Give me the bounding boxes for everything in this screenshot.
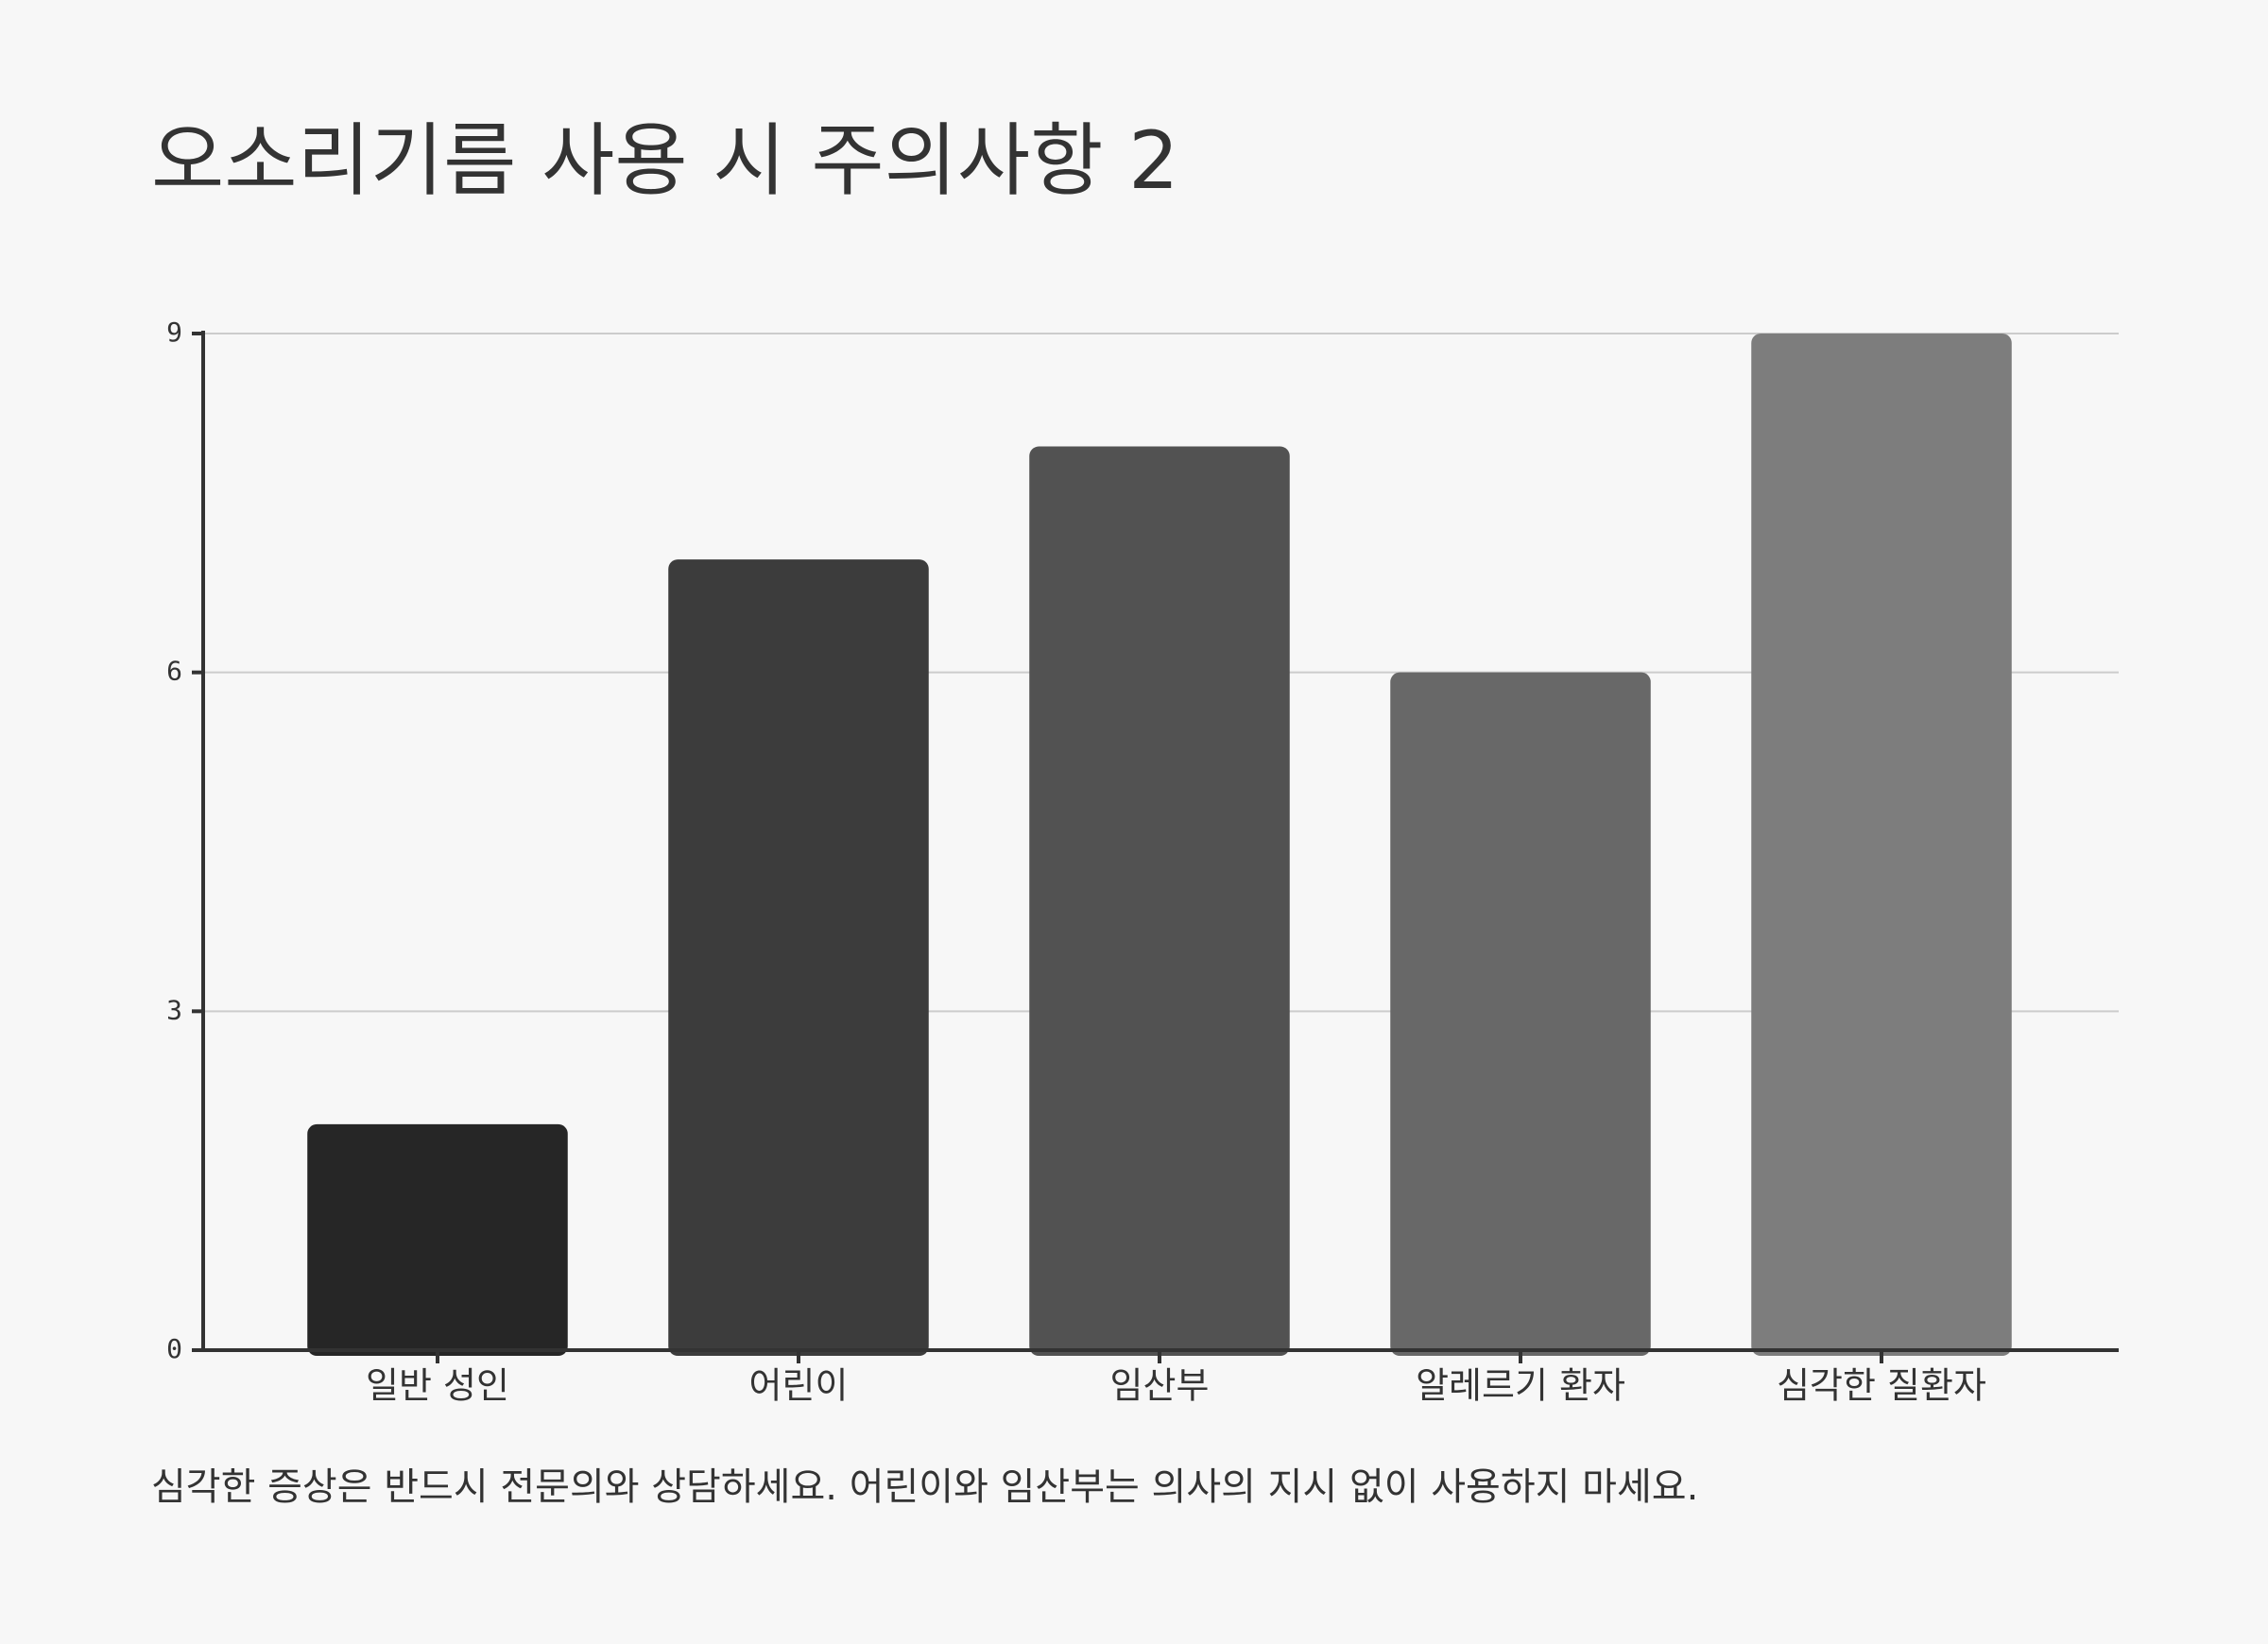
y-tick-label: 6 bbox=[166, 656, 182, 687]
bars bbox=[307, 334, 2012, 1356]
chart-title: 오소리기름 사용 시 주의사항 2 bbox=[151, 114, 1179, 207]
footnote: 심각한 증상은 반드시 전문의와 상담하세요. 어린이와 임산부는 의사의 지시… bbox=[151, 1465, 1699, 1509]
bar bbox=[1390, 672, 1651, 1356]
y-tick-label: 3 bbox=[166, 994, 182, 1025]
x-tick-label: 심각한 질환자 bbox=[1777, 1365, 1986, 1407]
x-tick-label: 어린이 bbox=[749, 1365, 849, 1407]
bar bbox=[1751, 334, 2012, 1356]
y-tick-label: 9 bbox=[166, 317, 182, 348]
bar bbox=[1029, 446, 1290, 1356]
x-tick-label: 임산부 bbox=[1110, 1365, 1210, 1407]
bar bbox=[668, 559, 929, 1356]
ticks: 0 3 6 9 일반 성인 어린이 임산부 알레르기 환자 심각한 질환자 bbox=[166, 317, 1986, 1407]
y-tick-label: 0 bbox=[166, 1333, 182, 1364]
x-tick-label: 알레르기 환자 bbox=[1416, 1365, 1625, 1407]
x-tick-label: 일반 성인 bbox=[366, 1365, 509, 1407]
bar bbox=[307, 1123, 568, 1356]
